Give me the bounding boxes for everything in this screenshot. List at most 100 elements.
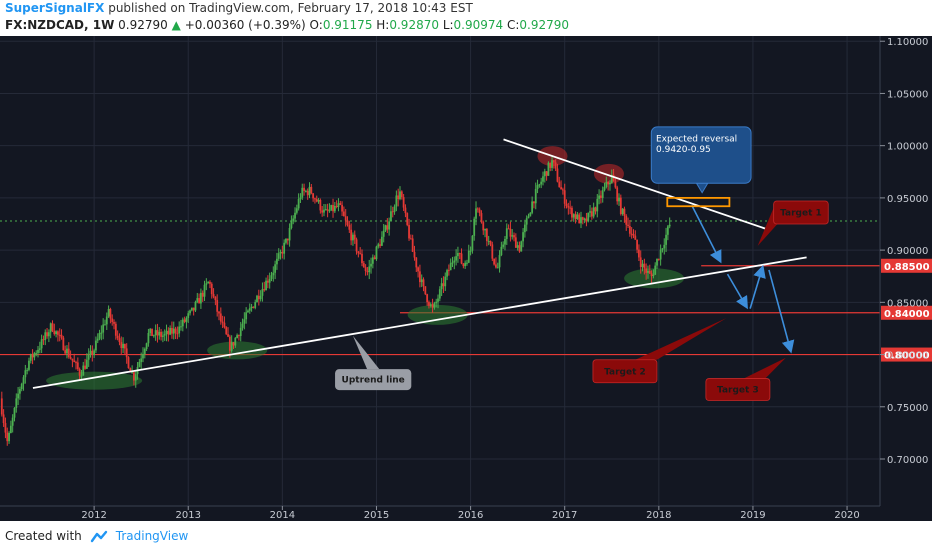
- candle-body: [408, 224, 410, 239]
- candle-body: [236, 335, 239, 339]
- candle-body: [489, 240, 492, 245]
- candle-body: [239, 327, 242, 336]
- candle-body: [205, 283, 208, 285]
- candle-body: [361, 253, 363, 264]
- candle-body: [181, 319, 184, 327]
- support-touch-highlight: [207, 341, 268, 360]
- y-tick-label: 0.80000: [887, 351, 928, 362]
- candle-body: [433, 303, 436, 308]
- candle-body: [263, 289, 266, 291]
- candle-body: [198, 298, 200, 304]
- price-tag-label: 0.88500: [884, 262, 930, 273]
- candle-body: [174, 328, 177, 334]
- candle-body: [9, 425, 12, 433]
- reversal-callout-range: 0.9420-0.95: [656, 145, 711, 155]
- candle-body: [438, 289, 441, 299]
- candle-body: [666, 226, 669, 235]
- candle-body: [466, 262, 468, 264]
- candle-body: [196, 298, 199, 302]
- candle-body: [321, 210, 324, 213]
- candle-body: [533, 201, 535, 204]
- target2-callout-label: Target 2: [604, 367, 646, 377]
- candle-body: [341, 204, 343, 212]
- candle-body: [381, 236, 383, 246]
- publish-info: SuperSignalFX published on TradingView.c…: [5, 1, 473, 17]
- candle-body: [35, 352, 38, 354]
- open-value: 0.91175: [322, 18, 373, 32]
- y-tick-label: 0.75000: [887, 403, 928, 414]
- x-tick-label: 2018: [646, 510, 671, 521]
- candle-body: [520, 241, 523, 252]
- target2-callout-pointer: [635, 318, 727, 360]
- candle-body: [384, 225, 387, 231]
- candle-body: [447, 270, 450, 272]
- candle-body: [33, 353, 36, 358]
- candle-body: [102, 324, 105, 333]
- candle-body: [319, 199, 322, 211]
- candle-body: [630, 233, 633, 235]
- candle-body: [551, 160, 553, 168]
- candle-body: [618, 197, 620, 202]
- candle-body: [143, 349, 146, 354]
- candle-body: [569, 207, 572, 209]
- candle-body: [171, 327, 173, 334]
- price-tag-bg: [881, 347, 932, 362]
- candle-body: [142, 353, 144, 359]
- candle-body: [332, 205, 334, 212]
- candle-body: [58, 334, 61, 336]
- candle-body: [350, 229, 353, 241]
- y-tick-label: 1.05000: [887, 89, 928, 100]
- candle-body: [26, 369, 29, 371]
- candle-body: [471, 235, 474, 251]
- candle-body: [277, 253, 280, 259]
- candle-body: [335, 205, 338, 208]
- candle-body: [131, 372, 134, 374]
- candle-body: [428, 302, 430, 306]
- candle-body: [480, 213, 483, 223]
- candle-body: [95, 340, 97, 351]
- candle-body: [51, 323, 54, 331]
- candle-body: [20, 383, 23, 390]
- candle-body: [643, 263, 646, 269]
- candle-body: [11, 417, 14, 426]
- candle-body: [467, 250, 470, 263]
- candle-body: [303, 187, 305, 191]
- candle-body: [210, 283, 213, 295]
- published-text: published on TradingView.com, February 1…: [104, 1, 473, 15]
- candle-body: [371, 257, 374, 264]
- tradingview-link[interactable]: TradingView: [115, 529, 189, 543]
- candle-body: [415, 257, 418, 268]
- candle-body: [285, 238, 287, 243]
- candle-body: [650, 273, 653, 277]
- trend-lines: [32, 138, 807, 389]
- candle-body: [572, 214, 575, 218]
- candle-body: [254, 302, 257, 308]
- candle-body: [270, 275, 273, 279]
- candle-body: [104, 324, 106, 326]
- candle-body: [668, 224, 671, 227]
- candle-body: [66, 348, 68, 354]
- candle-body: [312, 193, 315, 199]
- author-name[interactable]: SuperSignalFX: [5, 1, 105, 15]
- candle-body: [243, 319, 246, 324]
- high-value: 0.92870: [389, 18, 439, 32]
- candle-body: [596, 198, 599, 212]
- x-tick-label: 2012: [81, 510, 106, 521]
- candle-body: [219, 313, 222, 322]
- candle-body: [545, 171, 548, 176]
- symbol-info-bar: FX:NZDCAD, 1W 0.92790 ▲ +0.00360 (+0.39%…: [5, 18, 569, 34]
- candle-body: [31, 354, 34, 358]
- target3-callout-label: Target 3: [717, 386, 759, 396]
- x-tick-label: 2019: [740, 510, 765, 521]
- candle-body: [419, 271, 421, 283]
- candle-body: [348, 224, 351, 230]
- projection-arrow: [768, 269, 795, 354]
- candle-body: [469, 250, 472, 252]
- y-tick-label: 1.10000: [887, 37, 928, 48]
- candle-body: [256, 295, 258, 303]
- support-touch-highlight: [407, 304, 468, 325]
- candle-body: [98, 332, 101, 339]
- candle-body: [223, 322, 226, 328]
- tradingview-cloud-icon: [90, 530, 107, 543]
